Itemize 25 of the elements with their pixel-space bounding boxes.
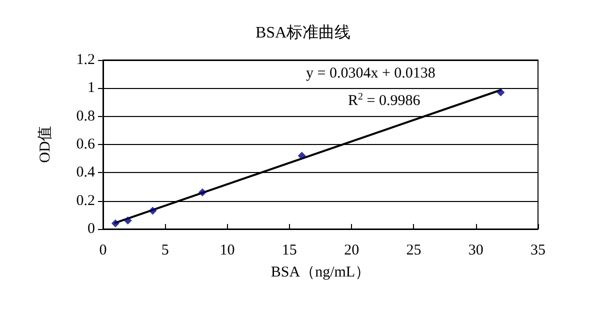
- x-tick-label: 0: [99, 242, 107, 258]
- y-tick-label: 0: [88, 221, 95, 237]
- y-tick-label: 0.2: [76, 192, 95, 209]
- x-tick-label: 5: [161, 242, 169, 258]
- point: [198, 188, 206, 196]
- x-tick-label: 20: [344, 242, 360, 258]
- y-tick-label: 0.4: [76, 164, 96, 181]
- point: [298, 152, 306, 160]
- point: [148, 206, 157, 215]
- annotation: y = 0.0304x + 0.0138: [306, 66, 436, 82]
- point: [496, 88, 505, 96]
- x-tick-label: 10: [220, 242, 235, 258]
- y-tick-label: 1: [88, 80, 95, 96]
- point: [124, 216, 132, 225]
- x-tick-label: 15: [282, 242, 297, 258]
- point: [111, 219, 120, 228]
- x-axis-title: BSA（ng/mL）: [270, 264, 370, 280]
- y-tick-label: 1.2: [76, 52, 95, 68]
- x-tick-label: 25: [406, 242, 422, 258]
- y-axis-title: OD值: [38, 126, 54, 163]
- x-tick-label: 35: [530, 242, 546, 258]
- x-tick-label: 30: [468, 242, 484, 258]
- chart-title: BSA标准曲线: [255, 24, 351, 42]
- y-tick-label: 0.6: [76, 136, 96, 152]
- y-tick-label: 0.8: [76, 108, 95, 124]
